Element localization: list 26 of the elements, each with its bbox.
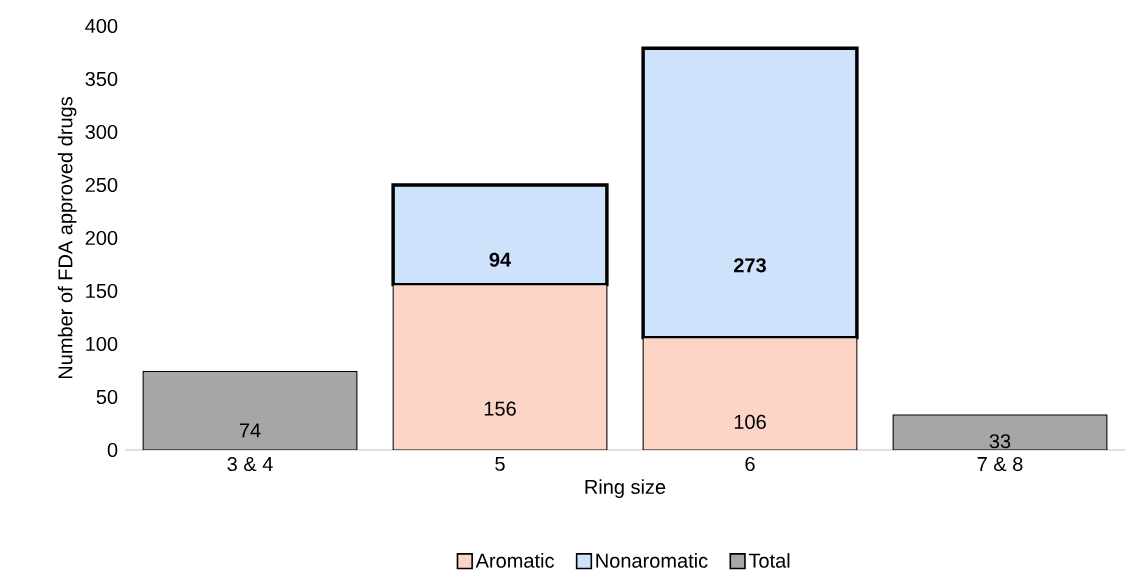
y-tick-label: 0	[107, 442, 118, 458]
x-axis-title: Ring size	[585, 479, 666, 498]
data-label: 106	[734, 414, 766, 429]
bar	[892, 414, 1108, 450]
data-label: 33	[989, 434, 1011, 449]
data-label: 74	[239, 423, 261, 438]
y-tick-label: 200	[85, 230, 118, 246]
legend-label: Aromatic	[475, 553, 554, 568]
data-label: 273	[734, 258, 766, 273]
data-label: 156	[484, 401, 516, 416]
x-tick-label: 5	[495, 456, 505, 471]
y-axis-title: Number of FDA approved drugs	[57, 97, 77, 379]
y-tick-label: 100	[86, 336, 118, 352]
bar	[142, 371, 358, 450]
x-tick-label: 7 & 8	[977, 456, 1023, 472]
y-tick-label: 400	[85, 18, 118, 34]
y-tick-label: 50	[96, 389, 118, 405]
x-tick-label: 6	[745, 456, 755, 472]
y-tick-label: 250	[85, 177, 118, 193]
legend-label: Total	[748, 553, 790, 568]
data-label: 94	[489, 252, 512, 267]
y-tick-label: 350	[85, 71, 118, 87]
y-tick-label: 150	[86, 283, 118, 299]
y-tick-label: 300	[85, 124, 118, 140]
legend-label: Nonaromatic	[596, 553, 708, 568]
x-tick-label: 3 & 4	[227, 456, 273, 472]
